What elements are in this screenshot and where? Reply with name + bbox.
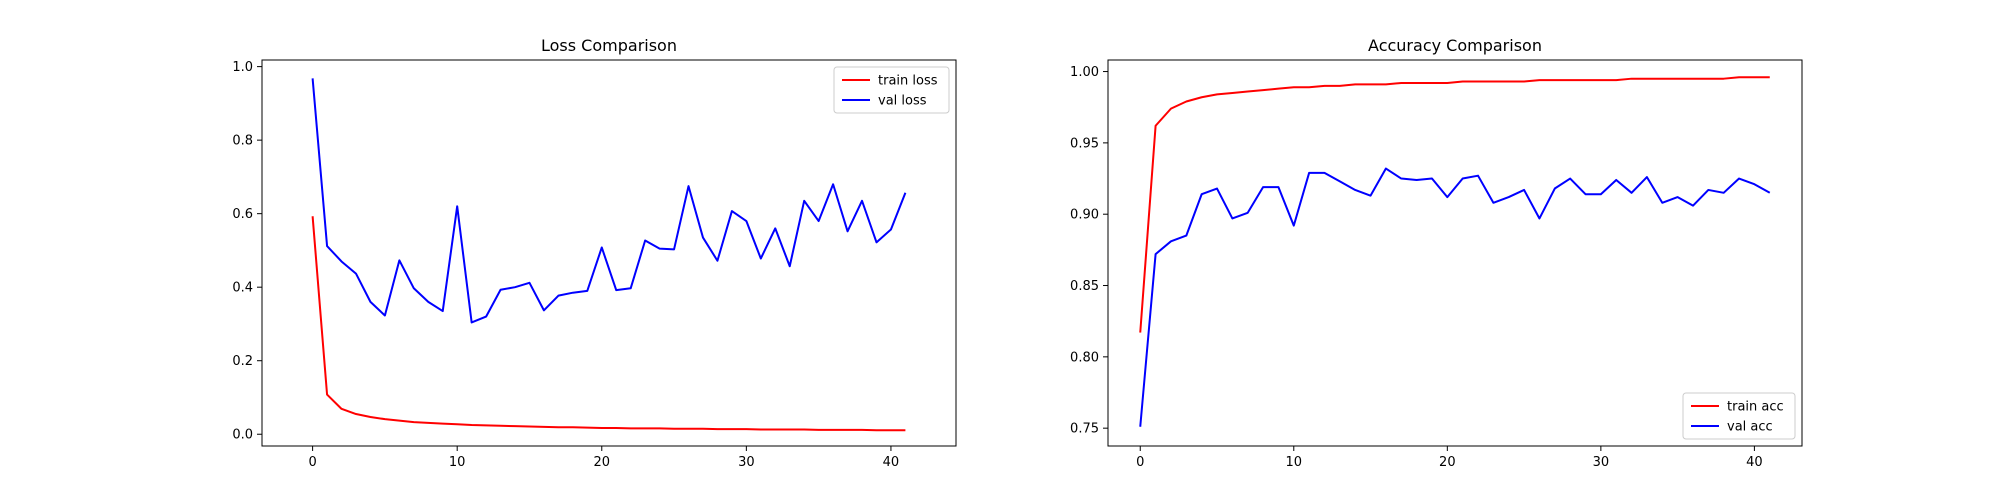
loss-comparison-x-tick-label: 40 xyxy=(883,455,900,470)
loss-comparison-x-tick-label: 0 xyxy=(308,455,316,470)
loss-comparison-legend-label-train-loss: train loss xyxy=(878,74,938,89)
loss-comparison-axes-frame xyxy=(261,59,957,447)
accuracy-comparison-axes-frame xyxy=(1107,59,1803,447)
loss-comparison-chart: Loss Comparison 0 10 20 30 40 0.0 0.2 0.4 0.6 0.8 1… xyxy=(232,36,957,470)
loss-comparison-legend: train loss val loss xyxy=(833,66,950,114)
accuracy-comparison-y-tick-label: 0.75 xyxy=(1070,422,1099,437)
loss-comparison-y-tick-label: 0.4 xyxy=(232,281,253,296)
accuracy-comparison-x-tick-label: 40 xyxy=(1746,455,1763,470)
loss-comparison-y-tick-label: 0.6 xyxy=(232,207,253,222)
loss-comparison-series-val-loss-line xyxy=(311,78,907,324)
accuracy-comparison-chart: Accuracy Comparison 0 10 20 30 40 0.75 0.80 0.85… xyxy=(1070,36,1803,470)
loss-comparison-y-tick-label: 0.2 xyxy=(232,354,253,369)
accuracy-comparison-legend: train acc val acc xyxy=(1682,392,1796,440)
loss-comparison-legend-box xyxy=(833,66,950,114)
accuracy-comparison-legend-label-val-acc: val acc xyxy=(1727,420,1773,435)
loss-comparison-x-tick-label: 30 xyxy=(738,455,755,470)
loss-comparison-x-tick-label: 10 xyxy=(449,455,466,470)
accuracy-comparison-legend-box xyxy=(1682,392,1796,440)
accuracy-comparison-series-train-acc-line xyxy=(1139,76,1770,333)
accuracy-comparison-y-tick-label: 0.95 xyxy=(1070,136,1099,151)
accuracy-comparison-y-tick-label: 1.00 xyxy=(1070,65,1099,80)
accuracy-comparison-y-tick-label: 0.80 xyxy=(1070,350,1099,365)
accuracy-comparison-x-tick-label: 30 xyxy=(1593,455,1610,470)
accuracy-comparison-y-tick-label: 0.90 xyxy=(1070,208,1099,223)
loss-comparison-legend-label-val-loss: val loss xyxy=(878,94,927,109)
accuracy-comparison-x-tick-label: 0 xyxy=(1136,455,1144,470)
accuracy-comparison-x-tick-label: 10 xyxy=(1286,455,1303,470)
loss-comparison-series-train-loss-line xyxy=(311,216,906,432)
accuracy-comparison-x-tick-label: 20 xyxy=(1439,455,1456,470)
accuracy-comparison-series-val-acc-line xyxy=(1139,167,1771,427)
accuracy-comparison-title: Accuracy Comparison xyxy=(1368,36,1542,55)
loss-comparison-y-tick-label: 0.8 xyxy=(232,134,253,149)
accuracy-comparison-y-tick-label: 0.85 xyxy=(1070,279,1099,294)
loss-comparison-y-tick-label: 1.0 xyxy=(232,60,253,75)
loss-comparison-x-tick-label: 20 xyxy=(593,455,610,470)
accuracy-comparison-legend-label-train-acc: train acc xyxy=(1727,400,1784,415)
loss-comparison-title: Loss Comparison xyxy=(541,36,677,55)
loss-comparison-y-tick-label: 0.0 xyxy=(232,428,253,443)
